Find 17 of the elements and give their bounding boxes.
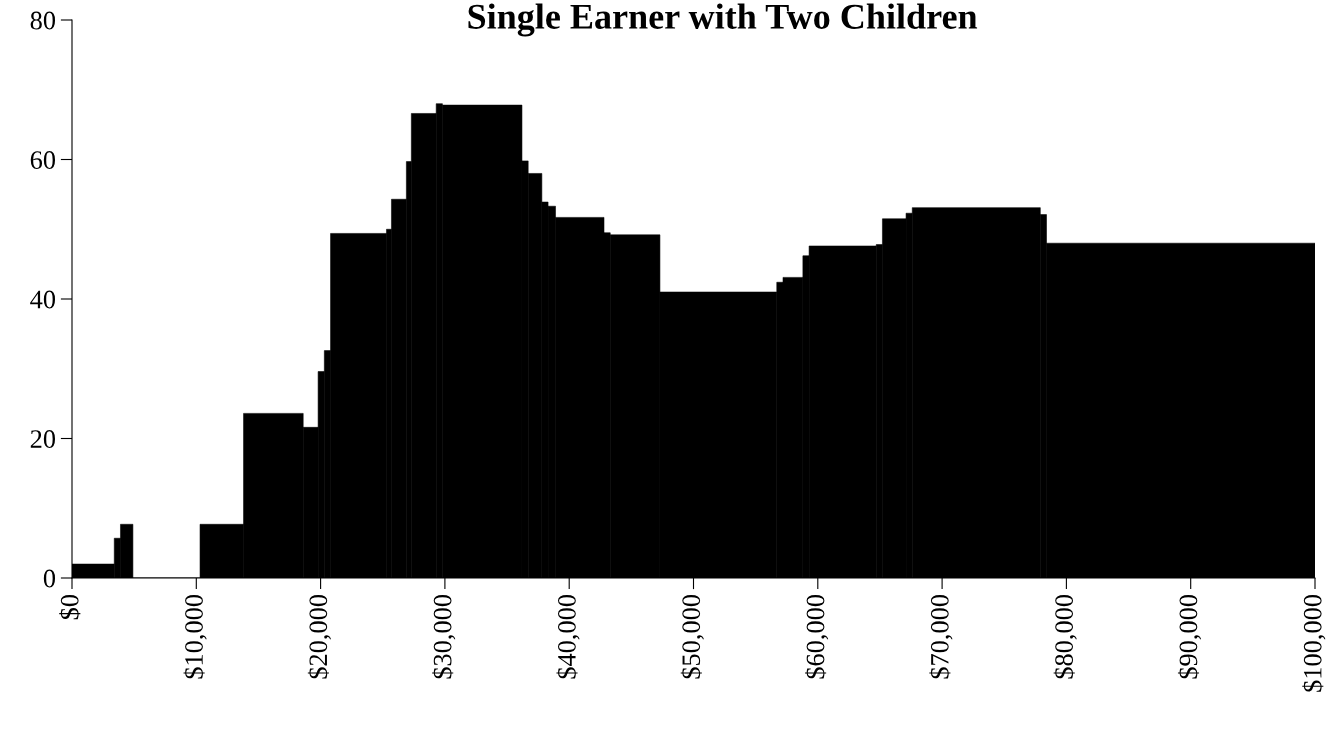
chart-title: Single Earner with Two Children xyxy=(468,3,978,37)
y-tick-label: 20 xyxy=(30,430,56,448)
x-tick-label: $80,000 xyxy=(1053,594,1077,679)
y-tick-label: 80 xyxy=(30,11,56,30)
y-tick-label: 40 xyxy=(30,290,56,309)
x-tick-label: $90,000 xyxy=(1177,594,1202,679)
x-tick-label: $30,000 xyxy=(432,594,456,679)
x-tick-label: $10,000 xyxy=(183,594,207,679)
y-tick-label: 0 xyxy=(43,569,56,588)
y-tick-label: 60 xyxy=(30,151,56,169)
x-tick-label: $40,000 xyxy=(556,594,580,679)
x-tick-label: $70,000 xyxy=(929,594,953,679)
x-tick-label: $100,000 xyxy=(1302,594,1326,692)
x-tick-label: $20,000 xyxy=(307,594,331,679)
x-tick-label: $0 xyxy=(59,594,81,620)
x-tick-label: $60,000 xyxy=(805,594,829,679)
x-tick-label: $50,000 xyxy=(680,594,704,679)
